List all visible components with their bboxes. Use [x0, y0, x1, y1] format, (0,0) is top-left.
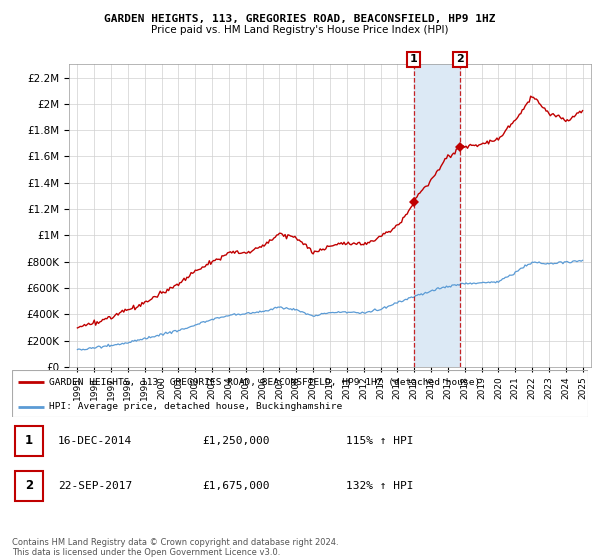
- Text: Contains HM Land Registry data © Crown copyright and database right 2024.
This d: Contains HM Land Registry data © Crown c…: [12, 538, 338, 557]
- Text: 2: 2: [25, 479, 33, 492]
- Text: GARDEN HEIGHTS, 113, GREGORIES ROAD, BEACONSFIELD, HP9 1HZ: GARDEN HEIGHTS, 113, GREGORIES ROAD, BEA…: [104, 14, 496, 24]
- Bar: [15, 471, 43, 501]
- Text: 132% ↑ HPI: 132% ↑ HPI: [346, 481, 413, 491]
- Text: HPI: Average price, detached house, Buckinghamshire: HPI: Average price, detached house, Buck…: [49, 402, 343, 411]
- Text: 16-DEC-2014: 16-DEC-2014: [58, 436, 133, 446]
- Text: 22-SEP-2017: 22-SEP-2017: [58, 481, 133, 491]
- Text: Price paid vs. HM Land Registry's House Price Index (HPI): Price paid vs. HM Land Registry's House …: [151, 25, 449, 35]
- Bar: [15, 426, 43, 456]
- Bar: [413, 64, 460, 367]
- Text: £1,250,000: £1,250,000: [202, 436, 269, 446]
- Text: £1,675,000: £1,675,000: [202, 481, 269, 491]
- Text: 1: 1: [25, 435, 33, 447]
- Text: 115% ↑ HPI: 115% ↑ HPI: [346, 436, 413, 446]
- Text: 2: 2: [456, 54, 464, 64]
- Text: GARDEN HEIGHTS, 113, GREGORIES ROAD, BEACONSFIELD, HP9 1HZ (detached house): GARDEN HEIGHTS, 113, GREGORIES ROAD, BEA…: [49, 378, 481, 387]
- Text: 1: 1: [410, 54, 418, 64]
